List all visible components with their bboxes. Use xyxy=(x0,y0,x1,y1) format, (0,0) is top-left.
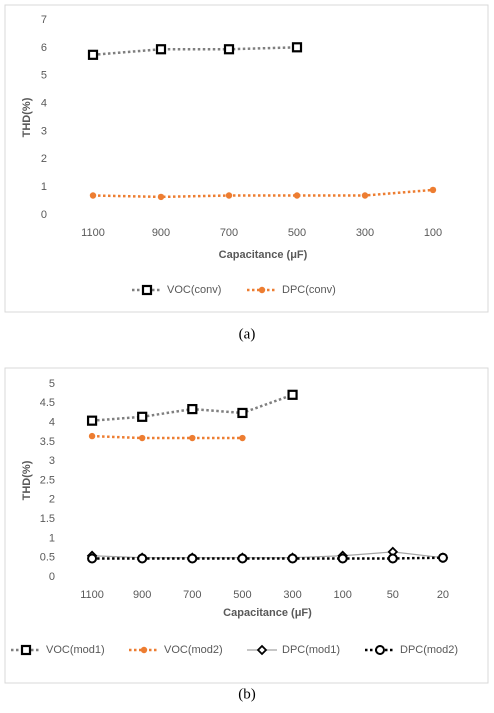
x-tick-label: 20 xyxy=(437,589,449,601)
marker xyxy=(137,553,148,564)
x-tick-label: 100 xyxy=(424,227,442,239)
series-line xyxy=(92,46,298,57)
x-tick-label: 900 xyxy=(152,227,170,239)
y-tick-label: 6 xyxy=(41,42,47,54)
caption: (a) xyxy=(239,326,256,342)
x-tick-label: 700 xyxy=(183,589,201,601)
marker xyxy=(157,193,165,201)
legend-marker xyxy=(375,645,385,655)
y-tick-label: 0 xyxy=(41,209,47,221)
y-tick-label: 5 xyxy=(49,378,55,390)
marker xyxy=(361,192,369,199)
legend-label: DPC(conv) xyxy=(282,284,336,296)
chart-frame xyxy=(4,367,489,684)
legend-label: DPC(mod1) xyxy=(282,644,340,656)
legend-label: VOC(mod2) xyxy=(164,644,223,656)
y-tick-label: 1 xyxy=(49,532,55,544)
legend-label: VOC(conv) xyxy=(167,284,221,296)
series-line xyxy=(92,434,243,440)
x-tick-label: 700 xyxy=(220,227,238,239)
marker xyxy=(429,186,437,194)
marker xyxy=(225,192,233,199)
x-tick-label: 900 xyxy=(133,589,151,601)
y-tick-label: 1 xyxy=(41,181,47,193)
x-tick-label: 500 xyxy=(288,227,306,239)
marker xyxy=(88,432,96,440)
x-tick-label: 300 xyxy=(283,589,301,601)
y-tick-label: 0.5 xyxy=(40,552,55,564)
legend-marker xyxy=(256,644,268,656)
legend-label: VOC(mod1) xyxy=(46,644,105,656)
legend-marker xyxy=(258,286,266,294)
marker xyxy=(287,553,298,564)
marker xyxy=(155,44,167,55)
legend-marker xyxy=(140,646,148,654)
marker xyxy=(187,403,198,415)
y-tick-label: 2 xyxy=(49,494,55,506)
x-tick-label: 50 xyxy=(387,589,399,601)
y-axis-label: THD(%) xyxy=(21,460,33,500)
marker xyxy=(87,49,99,60)
x-axis-label: Capacitance (μF) xyxy=(219,249,308,261)
y-tick-label: 0 xyxy=(49,571,55,583)
y-tick-label: 4 xyxy=(49,417,55,429)
marker xyxy=(387,553,398,564)
series-line xyxy=(92,556,443,560)
marker xyxy=(291,42,303,53)
y-tick-label: 5 xyxy=(41,70,47,82)
x-tick-label: 100 xyxy=(334,589,352,601)
legend-label: DPC(mod2) xyxy=(400,644,458,656)
x-tick-label: 500 xyxy=(233,589,251,601)
y-axis-label: THD(%) xyxy=(21,97,33,137)
marker xyxy=(187,553,198,564)
marker xyxy=(189,434,196,442)
y-tick-label: 4 xyxy=(41,97,47,109)
y-tick-label: 7 xyxy=(41,14,47,26)
legend-marker xyxy=(141,284,153,296)
marker xyxy=(437,552,448,563)
marker xyxy=(138,434,146,442)
marker xyxy=(287,389,298,400)
y-tick-label: 2.5 xyxy=(40,474,55,486)
chart-frame xyxy=(4,4,489,313)
caption: (b) xyxy=(238,686,256,702)
y-tick-label: 1.5 xyxy=(40,513,55,525)
marker xyxy=(223,44,235,55)
y-tick-label: 3.5 xyxy=(40,436,55,448)
marker xyxy=(87,553,98,564)
marker xyxy=(86,415,98,426)
x-tick-label: 300 xyxy=(356,227,374,239)
y-tick-label: 3 xyxy=(49,455,55,467)
y-tick-label: 3 xyxy=(41,125,47,137)
y-tick-label: 2 xyxy=(41,153,47,165)
marker xyxy=(137,411,148,422)
y-tick-label: 4.5 xyxy=(40,397,55,409)
series-line xyxy=(92,188,434,199)
x-tick-label: 1100 xyxy=(80,589,104,601)
marker xyxy=(89,192,97,199)
x-tick-label: 1100 xyxy=(81,227,105,239)
legend-marker xyxy=(20,644,32,656)
marker xyxy=(237,553,248,564)
marker xyxy=(237,407,248,419)
marker xyxy=(293,192,301,199)
marker xyxy=(337,553,348,564)
x-axis-label: Capacitance (μF) xyxy=(223,607,312,619)
marker xyxy=(239,434,246,442)
